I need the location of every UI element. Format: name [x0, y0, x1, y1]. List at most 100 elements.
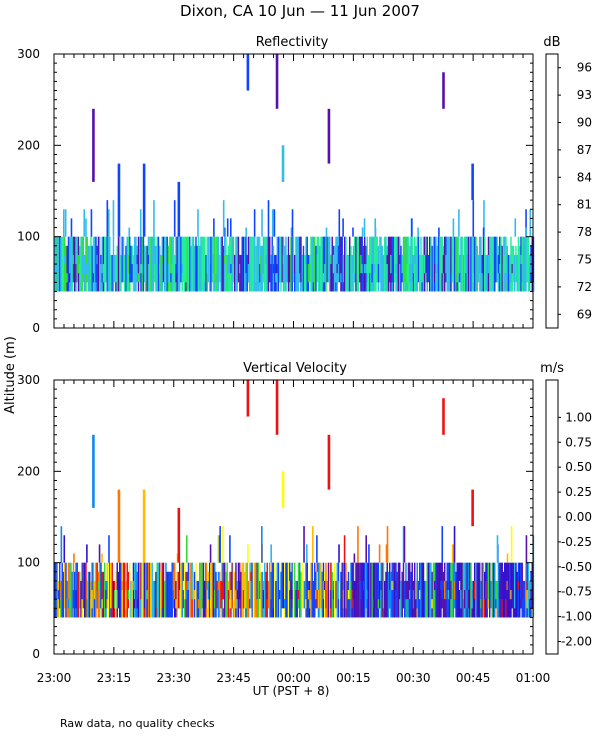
- reflectivity-echo-column: [261, 245, 263, 292]
- reflectivity-echo-column: [185, 236, 187, 292]
- velocity-echo-column: [126, 562, 128, 618]
- reflectivity-echo-cell: [391, 282, 393, 292]
- reflectivity-echo-column: [196, 245, 198, 292]
- velocity-echo-cell: [487, 599, 490, 609]
- reflectivity-echo-column: [370, 236, 372, 292]
- velocity-echo-spike: [378, 544, 381, 563]
- reflectivity-echo-column: [99, 236, 101, 292]
- velocity-echo-cell: [382, 608, 385, 618]
- reflectivity-echo-layer: [54, 54, 535, 292]
- velocity-echo-column: [462, 562, 465, 618]
- velocity-echo-column: [471, 580, 473, 618]
- velocity-echo-cell: [110, 608, 112, 618]
- reflectivity-echo-spike: [267, 200, 270, 237]
- reflectivity-echo-cell: [66, 273, 68, 283]
- reflectivity-echo-column: [514, 254, 516, 292]
- velocity-echo-column: [425, 580, 427, 618]
- reflectivity-echo-column: [394, 236, 396, 283]
- reflectivity-echo-cell: [424, 254, 426, 274]
- reflectivity-echo-cell: [416, 282, 418, 292]
- velocity-elevated-echo: [92, 434, 95, 508]
- velocity-echo-column: [91, 562, 93, 618]
- velocity-echo-column: [460, 562, 462, 618]
- reflectivity-echo-column: [65, 245, 67, 292]
- velocity-echo-column: [291, 562, 293, 618]
- velocity-echo-column: [220, 580, 222, 609]
- velocity-y-tick-label: 0: [32, 647, 40, 661]
- reflectivity-echo-column: [355, 236, 357, 292]
- reflectivity-echo-column: [402, 236, 405, 292]
- velocity-echo-cell: [450, 580, 452, 600]
- velocity-echo-cell: [132, 580, 135, 591]
- reflectivity-echo-cell: [500, 254, 502, 274]
- velocity-echo-cell: [231, 599, 233, 609]
- velocity-echo-column: [189, 562, 191, 618]
- velocity-elevated-echo: [142, 489, 146, 563]
- velocity-echo-column: [222, 562, 225, 618]
- velocity-echo-cell: [89, 590, 91, 600]
- velocity-echo-cell: [274, 580, 276, 591]
- reflectivity-echo-column: [340, 236, 342, 292]
- velocity-echo-cell: [102, 608, 105, 618]
- reflectivity-echo-cell: [336, 264, 338, 274]
- velocity-echo-cell: [169, 590, 171, 600]
- reflectivity-echo-column: [520, 236, 522, 292]
- reflectivity-echo-cell: [262, 273, 265, 283]
- velocity-echo-column: [92, 562, 95, 618]
- velocity-echo-column: [531, 562, 533, 609]
- reflectivity-echo-column: [71, 236, 73, 292]
- velocity-echo-column: [64, 562, 66, 609]
- velocity-echo-column: [280, 571, 282, 618]
- velocity-echo-column: [521, 562, 523, 618]
- velocity-echo-layer: [54, 380, 535, 618]
- velocity-echo-column: [241, 562, 243, 618]
- velocity-echo-cell: [135, 590, 137, 600]
- velocity-colorbar-unit: m/s: [540, 361, 564, 376]
- reflectivity-echo-column: [375, 236, 377, 292]
- reflectivity-echo-column: [161, 236, 163, 292]
- velocity-echo-spike: [343, 535, 346, 563]
- velocity-echo-column: [490, 580, 492, 609]
- velocity-echo-column: [417, 580, 420, 618]
- velocity-echo-column: [151, 562, 153, 618]
- reflectivity-echo-column: [469, 236, 471, 292]
- velocity-colorbar-label: 0.50: [565, 460, 592, 474]
- velocity-echo-column: [336, 562, 338, 618]
- reflectivity-echo-column: [160, 254, 162, 292]
- x-tick-label: 01:00: [516, 671, 551, 685]
- reflectivity-echo-cell: [430, 282, 432, 292]
- velocity-echo-column: [145, 562, 147, 618]
- reflectivity-echo-cell: [127, 254, 130, 274]
- reflectivity-echo-column: [461, 236, 463, 292]
- reflectivity-echo-cell: [275, 273, 277, 283]
- velocity-echo-column: [527, 562, 530, 618]
- velocity-echo-column: [234, 571, 236, 618]
- reflectivity-echo-column: [184, 236, 186, 292]
- velocity-echo-column: [195, 562, 197, 618]
- reflectivity-echo-column: [97, 236, 100, 292]
- reflectivity-echo-cell: [465, 273, 467, 292]
- velocity-echo-spike: [217, 535, 219, 563]
- reflectivity-echo-column: [232, 236, 235, 283]
- velocity-echo-column: [165, 562, 167, 618]
- reflectivity-echo-column: [117, 236, 120, 292]
- velocity-echo-column: [326, 580, 328, 618]
- velocity-echo-column: [457, 562, 460, 618]
- reflectivity-echo-column: [449, 236, 451, 292]
- velocity-echo-column: [524, 580, 526, 618]
- velocity-echo-cell: [351, 590, 353, 609]
- reflectivity-echo-column: [134, 236, 136, 292]
- velocity-echo-column: [201, 562, 203, 609]
- reflectivity-echo-column: [444, 236, 446, 292]
- velocity-echo-cell: [347, 590, 350, 600]
- reflectivity-echo-column: [490, 236, 492, 292]
- reflectivity-elevated-echo: [246, 54, 250, 91]
- velocity-echo-column: [184, 562, 186, 618]
- reflectivity-echo-cell: [104, 273, 106, 283]
- velocity-echo-cell: [92, 599, 95, 609]
- velocity-echo-column: [166, 571, 168, 618]
- reflectivity-echo-cell: [434, 264, 436, 283]
- velocity-colorbar: -2.00 -1.00 -0.75 -0.50 -0.25 0.00 0.25 0.50 0.7…: [545, 379, 592, 655]
- reflectivity-echo-column: [96, 245, 98, 292]
- velocity-echo-cell: [366, 590, 368, 600]
